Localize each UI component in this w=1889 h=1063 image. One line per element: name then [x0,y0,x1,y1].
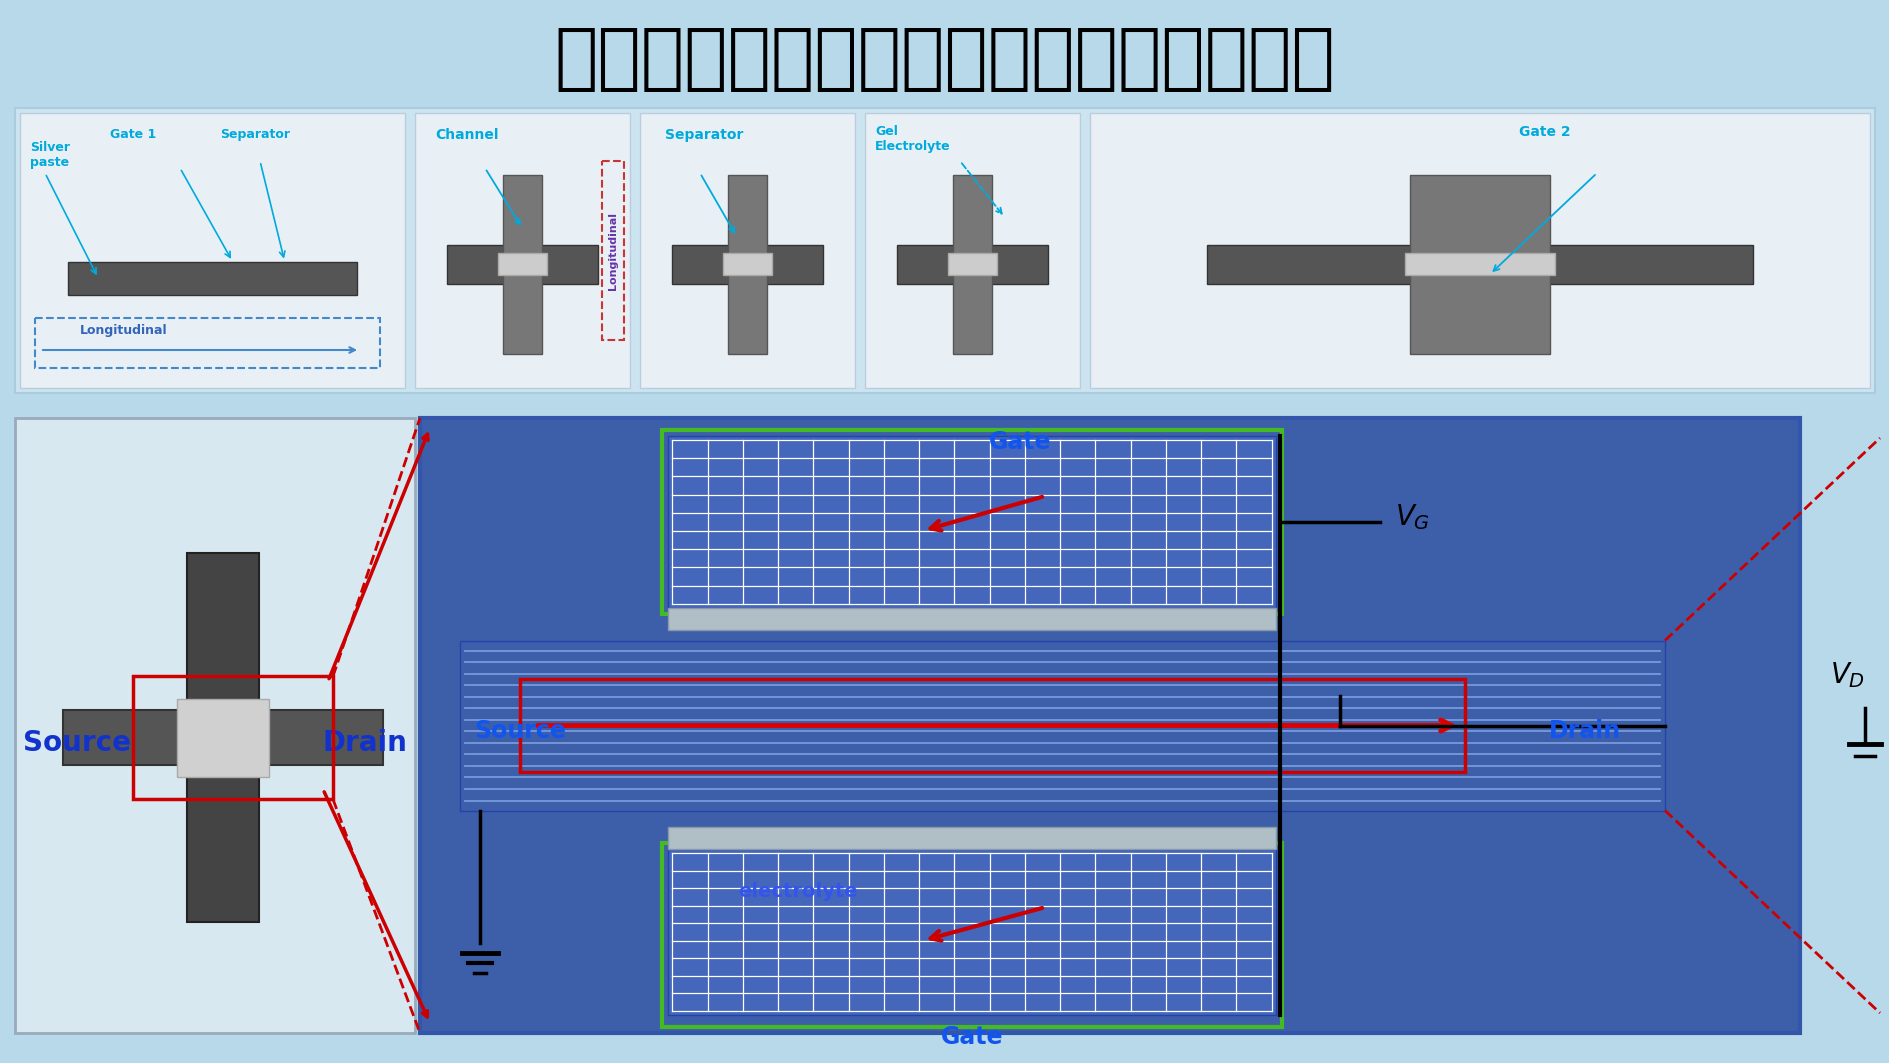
Bar [1090,113,1868,388]
Text: Gate 1: Gate 1 [110,128,157,141]
Text: Gate 2: Gate 2 [1519,125,1570,139]
Text: Separator: Separator [219,128,289,141]
Bar [669,849,1275,1015]
Bar [723,253,771,275]
Bar [448,244,597,284]
Text: Gel
Electrolyte: Gel Electrolyte [875,125,950,153]
Bar [661,431,1281,613]
Bar [419,418,1798,1033]
Bar [15,418,416,1033]
Text: Gate: Gate [988,431,1050,454]
Bar [1207,244,1753,284]
Text: electrolyte: electrolyte [739,881,858,900]
Text: 木製トランジスタの作り方と詳細な構造: 木製トランジスタの作り方と詳細な構造 [553,26,1336,95]
Text: Drain: Drain [321,729,406,757]
Bar [727,175,767,354]
Text: Longitudinal: Longitudinal [608,212,618,289]
Text: $V_G$: $V_G$ [1394,502,1428,532]
Bar [672,244,822,284]
Bar [459,641,1664,810]
Bar [661,843,1281,1027]
Bar [669,608,1275,629]
Text: Longitudinal: Longitudinal [79,324,168,337]
Bar [416,113,629,388]
Text: Gate: Gate [941,1025,1003,1049]
Bar [21,113,404,388]
Bar [178,699,268,777]
Text: $V_D$: $V_D$ [1829,660,1864,690]
Text: Channel: Channel [434,128,499,142]
Bar [15,108,1874,393]
Bar [640,113,854,388]
Bar [502,175,542,354]
Text: Silver
paste: Silver paste [30,141,70,169]
Text: Drain: Drain [1549,719,1621,742]
Bar [187,554,259,923]
Bar [865,113,1079,388]
Bar [603,162,623,340]
Bar [36,318,380,368]
Text: Source: Source [23,729,130,757]
Bar [1404,253,1555,275]
Bar [519,679,1464,772]
Bar [1409,175,1549,354]
Text: Source: Source [474,719,565,742]
Bar [952,175,992,354]
Bar [948,253,996,275]
Bar [68,261,357,294]
Bar [669,827,1275,849]
Bar [62,710,383,765]
Bar [132,676,332,799]
Bar [669,436,1275,608]
Bar [897,244,1047,284]
Text: Separator: Separator [665,128,742,142]
Bar [499,253,546,275]
